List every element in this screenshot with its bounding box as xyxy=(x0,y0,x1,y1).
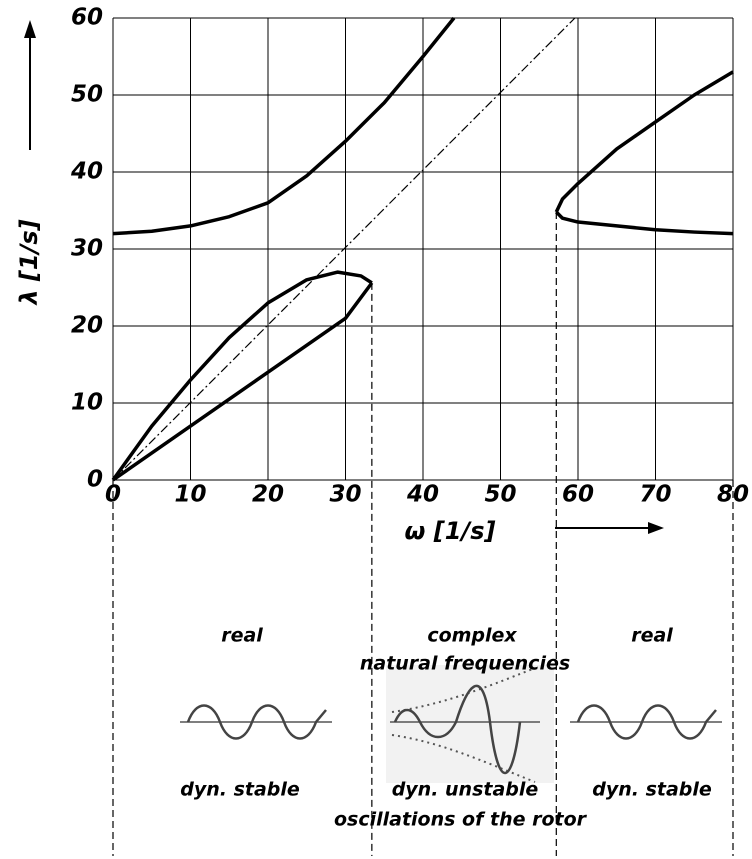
x-tick-label: 50 xyxy=(484,482,516,508)
y-tick-label: 10 xyxy=(71,390,103,416)
y-tick-label: 0 xyxy=(87,467,103,493)
x-tick-label: 20 xyxy=(252,482,284,508)
x-arrowhead xyxy=(648,522,664,534)
curve xyxy=(112,16,456,236)
annotation: complex xyxy=(427,625,517,647)
curve xyxy=(554,70,734,213)
x-tick-label: 70 xyxy=(639,482,671,508)
curve xyxy=(111,270,373,482)
curve xyxy=(112,281,374,482)
wave-stable-right xyxy=(570,704,722,740)
annotation: dyn. stable xyxy=(592,779,712,801)
y-tick-label: 30 xyxy=(71,236,103,262)
x-tick-label: 60 xyxy=(562,482,594,508)
wave-stable-left xyxy=(180,704,332,740)
annotation: dyn. unstable xyxy=(392,779,539,801)
y-tick-label: 60 xyxy=(71,5,103,31)
curve xyxy=(112,17,576,481)
x-tick-label: 10 xyxy=(174,482,206,508)
y-arrowhead xyxy=(24,20,36,38)
wave-unstable xyxy=(386,665,554,783)
annotation: dyn. stable xyxy=(180,779,300,801)
annotation: real xyxy=(221,625,263,647)
y-tick-label: 50 xyxy=(71,82,103,108)
annotation: oscillations of the rotor xyxy=(334,809,588,831)
annotation: natural frequencies xyxy=(360,653,570,675)
y-tick-label: 20 xyxy=(71,313,103,339)
x-tick-label: 30 xyxy=(329,482,361,508)
x-axis-label: ω [1/s] xyxy=(405,517,496,545)
y-tick-label: 40 xyxy=(70,159,103,185)
x-tick-label: 40 xyxy=(406,482,439,508)
annotation: real xyxy=(631,625,673,647)
curve xyxy=(555,210,734,236)
y-axis-label: λ [1/s] xyxy=(15,219,43,306)
